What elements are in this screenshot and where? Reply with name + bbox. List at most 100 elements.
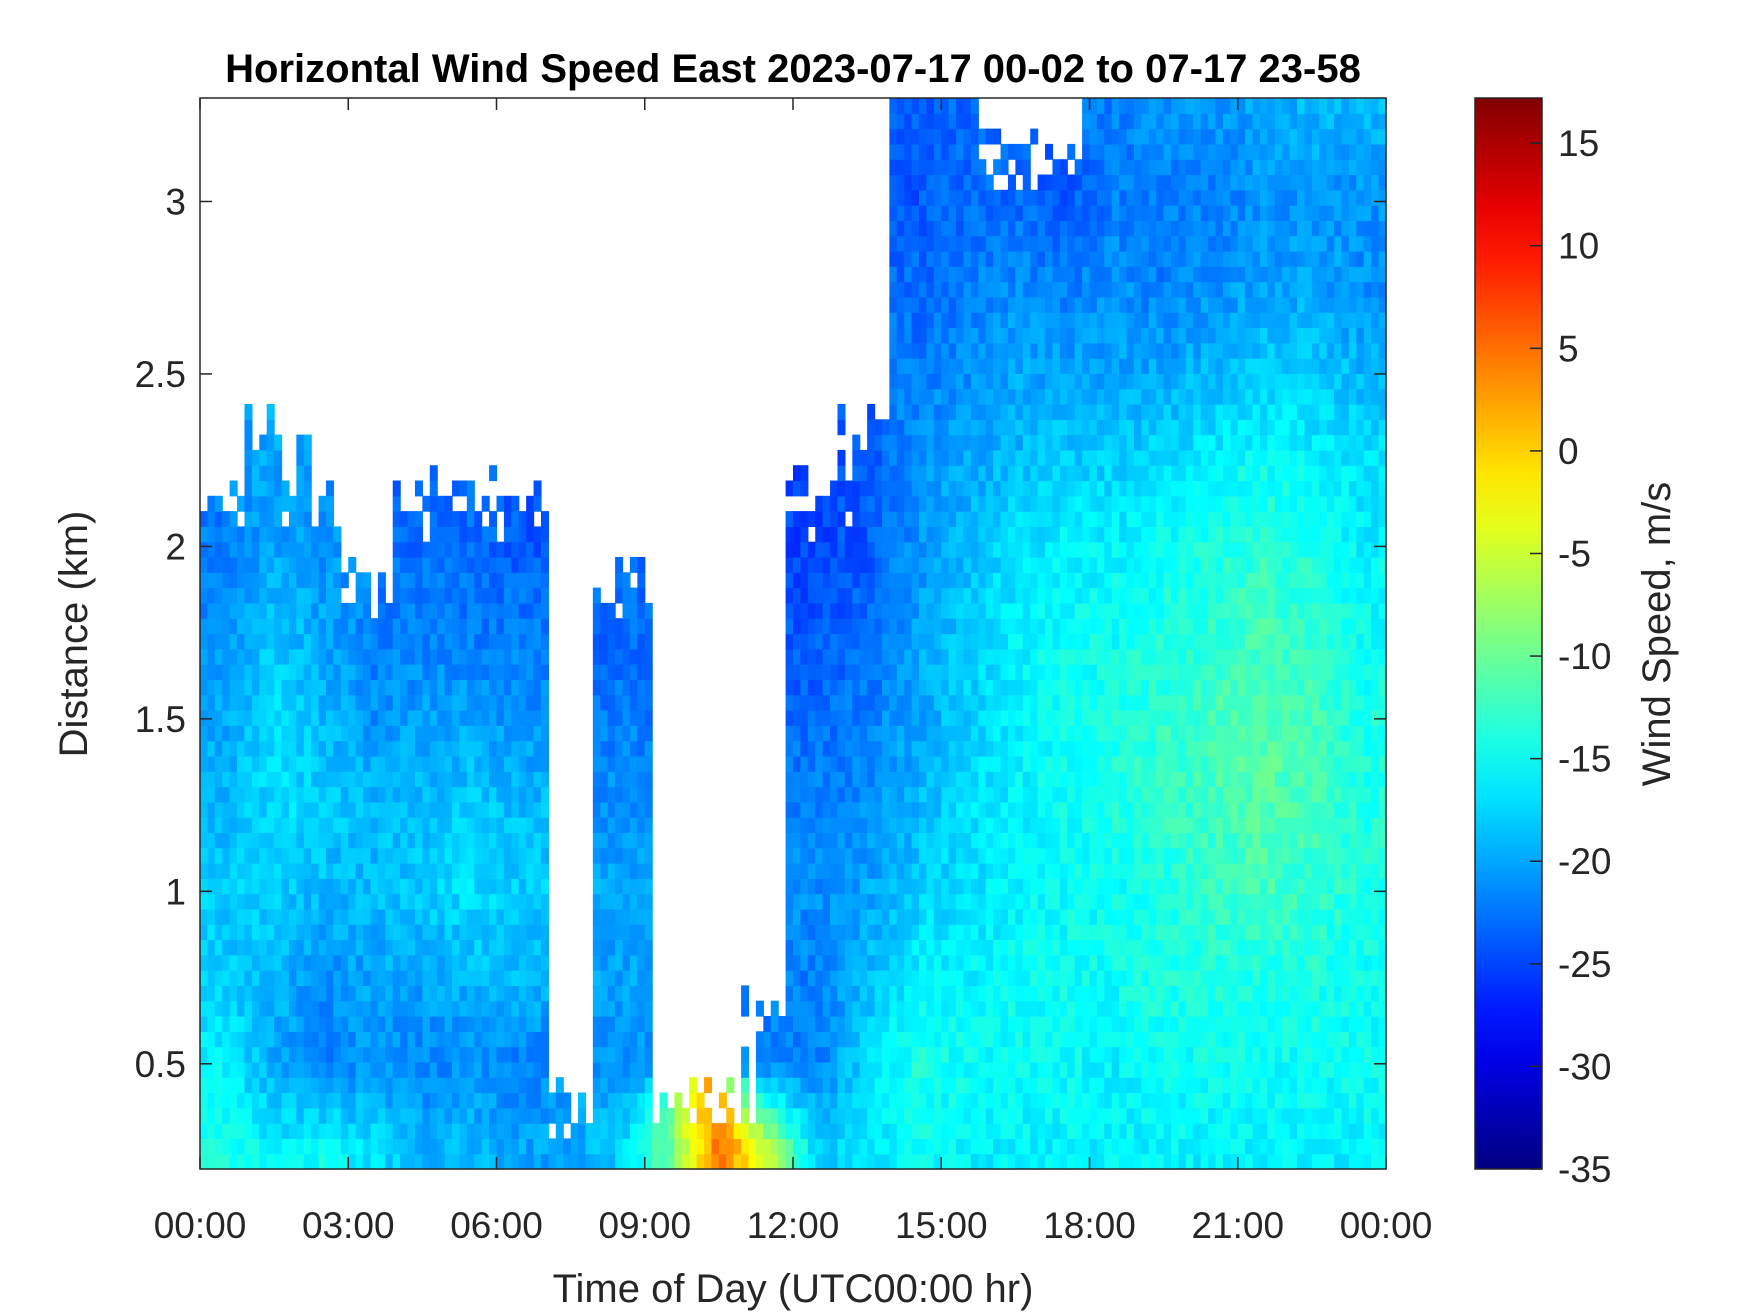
heatmap-cell: [503, 1016, 512, 1032]
heatmap-cell: [296, 511, 305, 527]
heatmap-cell: [629, 1107, 638, 1124]
heatmap-cell: [889, 281, 898, 298]
heatmap-cell: [489, 618, 498, 635]
heatmap-cell: [377, 1046, 386, 1063]
heatmap-cell: [837, 801, 846, 818]
heatmap-cell: [607, 633, 616, 650]
heatmap-cell: [288, 664, 297, 680]
heatmap-cell: [333, 1046, 342, 1063]
heatmap-cell: [674, 1138, 683, 1155]
heatmap-cell: [755, 1046, 764, 1063]
heatmap-cell: [288, 495, 297, 512]
heatmap-cell: [889, 908, 898, 925]
heatmap-cell: [266, 434, 275, 451]
heatmap-cell: [511, 908, 520, 925]
heatmap-cell: [896, 342, 905, 359]
heatmap-cell: [793, 970, 802, 986]
heatmap-cell: [1000, 1123, 1009, 1139]
heatmap-cell: [919, 358, 928, 374]
heatmap-cell: [1030, 618, 1039, 635]
heatmap-cell: [429, 771, 438, 788]
heatmap-cell: [1030, 954, 1039, 971]
heatmap-cell: [926, 954, 935, 971]
heatmap-cell: [407, 1138, 416, 1155]
heatmap-cell: [340, 725, 349, 742]
heatmap-cell: [941, 648, 950, 665]
heatmap-cell: [311, 863, 320, 879]
heatmap-cell: [281, 679, 290, 696]
heatmap-cell: [837, 847, 846, 864]
heatmap-cell: [437, 908, 446, 925]
heatmap-cell: [1082, 465, 1091, 482]
heatmap-cell: [474, 1000, 483, 1017]
heatmap-cell: [1067, 1123, 1076, 1139]
heatmap-cell: [926, 113, 935, 130]
heatmap-cell: [978, 679, 987, 696]
heatmap-cell: [1052, 771, 1061, 788]
heatmap-cell: [503, 863, 512, 879]
heatmap-cell: [592, 648, 601, 665]
heatmap-cell: [911, 587, 920, 604]
heatmap-cell: [481, 495, 490, 512]
heatmap-cell: [1067, 679, 1076, 696]
heatmap-cell: [644, 755, 653, 772]
heatmap-cell: [459, 664, 468, 680]
heatmap-cell: [1067, 1153, 1076, 1170]
heatmap-cell: [1007, 725, 1016, 742]
heatmap-cell: [518, 1138, 527, 1155]
heatmap-cell: [941, 1092, 950, 1109]
heatmap-cell: [533, 847, 542, 864]
heatmap-cell: [1059, 266, 1068, 283]
heatmap-cell: [540, 970, 549, 986]
heatmap-cell: [652, 1153, 661, 1170]
heatmap-cell: [911, 832, 920, 849]
heatmap-cell: [274, 725, 283, 742]
heatmap-cell: [881, 541, 890, 558]
heatmap-cell: [874, 801, 883, 818]
heatmap-cell: [348, 985, 357, 1002]
heatmap-cell: [489, 710, 498, 726]
heatmap-cell: [644, 970, 653, 986]
heatmap-cell: [867, 618, 876, 635]
heatmap-cell: [896, 189, 905, 206]
heatmap-cell: [326, 740, 335, 757]
heatmap-cell: [607, 1153, 616, 1170]
heatmap-cell: [970, 1153, 979, 1170]
heatmap-cell: [489, 1000, 498, 1017]
heatmap-cell: [933, 159, 942, 176]
heatmap-cell: [1030, 235, 1039, 252]
heatmap-cell: [444, 1123, 453, 1139]
heatmap-cell: [592, 893, 601, 910]
heatmap-cell: [288, 970, 297, 986]
heatmap-cell: [852, 939, 861, 956]
heatmap-cell: [963, 1153, 972, 1170]
heatmap-cell: [793, 1061, 802, 1078]
heatmap-cell: [978, 648, 987, 665]
heatmap-cell: [274, 1092, 283, 1109]
heatmap-cell: [503, 817, 512, 833]
heatmap-cell: [881, 832, 890, 849]
heatmap-cell: [355, 908, 364, 925]
heatmap-cell: [904, 908, 913, 925]
heatmap-cell: [303, 465, 312, 482]
heatmap-cell: [793, 480, 802, 497]
heatmap-cell: [422, 495, 431, 512]
heatmap-cell: [437, 771, 446, 788]
heatmap-cell: [429, 1138, 438, 1155]
heatmap-cell: [385, 924, 394, 941]
heatmap-cell: [1089, 694, 1098, 711]
heatmap-cell: [629, 801, 638, 818]
heatmap-cell: [896, 817, 905, 833]
heatmap-cell: [689, 1077, 698, 1094]
heatmap-cell: [800, 587, 809, 604]
heatmap-cell: [392, 1031, 401, 1048]
heatmap-cell: [407, 679, 416, 696]
heatmap-cell: [503, 878, 512, 895]
heatmap-cell: [340, 1107, 349, 1124]
heatmap-cell: [414, 878, 423, 895]
heatmap-cell: [874, 771, 883, 788]
heatmap-cell: [303, 572, 312, 589]
heatmap-cell: [429, 1077, 438, 1094]
heatmap-cell: [422, 664, 431, 680]
heatmap-cell: [919, 587, 928, 604]
